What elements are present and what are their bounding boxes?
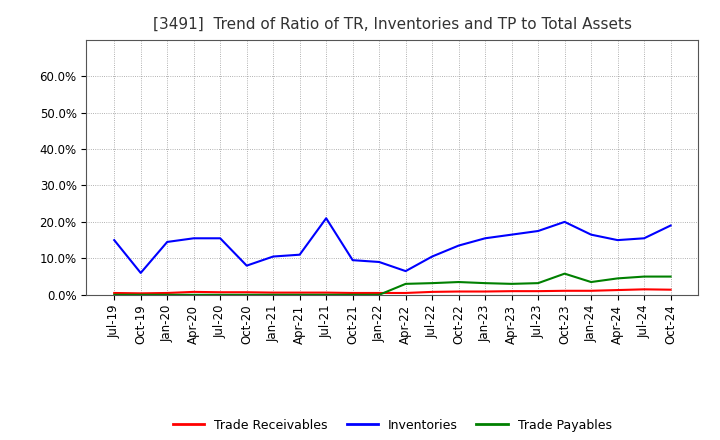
Inventories (666, 223, 675, 228)
Title: [3491]  Trend of Ratio of TR, Inventories and TP to Total Assets: [3491] Trend of Ratio of TR, Inventories… (153, 16, 632, 32)
Trade Payables (348, 292, 357, 297)
Inventories (216, 236, 225, 241)
Trade Payables (189, 292, 198, 297)
Inventories (428, 254, 436, 259)
Trade Receivables (401, 290, 410, 296)
Inventories (401, 268, 410, 274)
Legend: Trade Receivables, Inventories, Trade Payables: Trade Receivables, Inventories, Trade Pa… (168, 414, 617, 436)
Inventories (322, 216, 330, 221)
Trade Payables (508, 281, 516, 286)
Inventories (508, 232, 516, 237)
Trade Receivables (322, 290, 330, 295)
Trade Payables (110, 292, 119, 297)
Trade Payables (613, 276, 622, 281)
Inventories (587, 232, 595, 237)
Inventories (243, 263, 251, 268)
Inventories (640, 236, 649, 241)
Trade Payables (534, 280, 542, 286)
Inventories (454, 243, 463, 248)
Trade Receivables (666, 287, 675, 292)
Trade Payables (163, 292, 171, 297)
Trade Payables (560, 271, 569, 276)
Trade Receivables (481, 289, 490, 294)
Trade Payables (481, 280, 490, 286)
Inventories (110, 238, 119, 243)
Trade Receivables (454, 289, 463, 294)
Trade Receivables (587, 288, 595, 293)
Trade Payables (216, 292, 225, 297)
Trade Payables (587, 279, 595, 285)
Trade Receivables (640, 287, 649, 292)
Inventories (375, 259, 384, 264)
Inventories (269, 254, 277, 259)
Trade Receivables (560, 288, 569, 293)
Trade Receivables (428, 289, 436, 294)
Trade Receivables (136, 291, 145, 296)
Inventories (136, 270, 145, 275)
Inventories (348, 257, 357, 263)
Trade Payables (322, 292, 330, 297)
Trade Payables (375, 292, 384, 297)
Trade Payables (269, 292, 277, 297)
Line: Trade Receivables: Trade Receivables (114, 290, 670, 293)
Inventories (481, 236, 490, 241)
Trade Receivables (534, 289, 542, 294)
Inventories (560, 219, 569, 224)
Trade Payables (428, 280, 436, 286)
Inventories (295, 252, 304, 257)
Trade Payables (295, 292, 304, 297)
Trade Receivables (295, 290, 304, 295)
Trade Payables (666, 274, 675, 279)
Trade Receivables (216, 290, 225, 295)
Inventories (534, 228, 542, 234)
Trade Payables (454, 279, 463, 285)
Trade Receivables (189, 289, 198, 294)
Trade Receivables (348, 290, 357, 296)
Trade Receivables (508, 289, 516, 294)
Trade Receivables (613, 287, 622, 293)
Trade Receivables (243, 290, 251, 295)
Trade Receivables (110, 290, 119, 296)
Trade Receivables (269, 290, 277, 295)
Trade Payables (640, 274, 649, 279)
Line: Trade Payables: Trade Payables (114, 274, 670, 295)
Trade Payables (243, 292, 251, 297)
Trade Receivables (163, 290, 171, 296)
Trade Payables (136, 292, 145, 297)
Trade Payables (401, 281, 410, 286)
Line: Inventories: Inventories (114, 218, 670, 273)
Inventories (163, 239, 171, 245)
Inventories (189, 236, 198, 241)
Inventories (613, 238, 622, 243)
Trade Receivables (375, 290, 384, 296)
